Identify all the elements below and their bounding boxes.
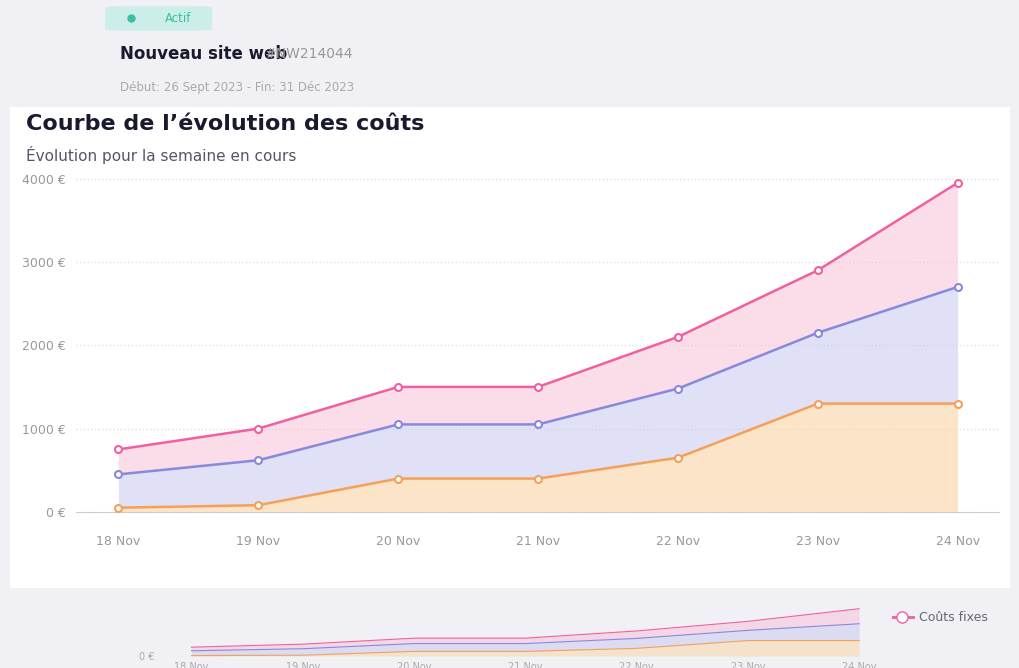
- Text: #NW214044: #NW214044: [265, 47, 354, 61]
- Text: Évolution pour la semaine en cours: Évolution pour la semaine en cours: [25, 146, 296, 164]
- Text: Courbe de l’évolution des coûts: Courbe de l’évolution des coûts: [25, 114, 424, 134]
- Text: Nouveau site web: Nouveau site web: [120, 45, 287, 63]
- Legend: Coût de personnel, Dépenses, Coûts fixes: Coût de personnel, Dépenses, Coûts fixes: [622, 607, 993, 629]
- Text: Actif: Actif: [165, 12, 192, 25]
- FancyBboxPatch shape: [105, 6, 212, 31]
- Text: Début: 26 Sept 2023 - Fin: 31 Déc 2023: Début: 26 Sept 2023 - Fin: 31 Déc 2023: [120, 81, 355, 94]
